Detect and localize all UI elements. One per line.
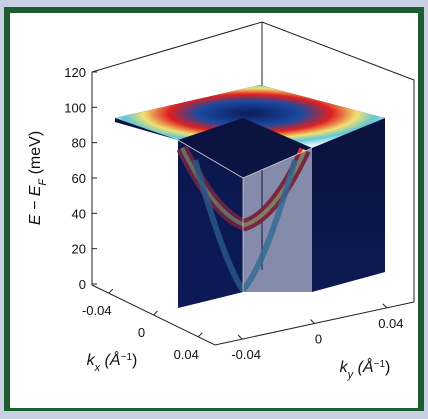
y-axis-label: E − EF (meV) bbox=[27, 131, 49, 225]
z-label-part: ) bbox=[385, 359, 390, 376]
x-label-part: k bbox=[87, 352, 96, 369]
y-tick-label: 40 bbox=[72, 206, 86, 221]
x-label-sup: −1 bbox=[121, 352, 133, 363]
z-label-part: k bbox=[340, 359, 349, 376]
z-tick-label: 0 bbox=[315, 332, 322, 347]
z-tick bbox=[237, 334, 243, 340]
x-axis-label: kx (Å−1) bbox=[87, 350, 138, 374]
x-tick bbox=[197, 332, 203, 338]
y-label-part: (meV) bbox=[27, 131, 44, 179]
y-label-part: E − E bbox=[27, 185, 44, 225]
x-tick-label: 0 bbox=[138, 325, 145, 340]
z-label-part: (Å bbox=[353, 357, 373, 376]
y-tick-label: 20 bbox=[72, 242, 86, 257]
x-label-part: (Å bbox=[100, 350, 120, 369]
x-tick bbox=[153, 310, 158, 316]
x-label-part: ) bbox=[132, 352, 137, 369]
z-label-sup: −1 bbox=[374, 359, 386, 370]
z-tick bbox=[382, 303, 388, 309]
z-tick-label: 0.04 bbox=[378, 316, 403, 331]
cube bbox=[115, 85, 385, 308]
x-tick bbox=[108, 288, 114, 294]
z-tick-label: -0.04 bbox=[231, 347, 261, 362]
y-label-sub: F bbox=[37, 178, 49, 186]
y-tick-label: 0 bbox=[79, 277, 86, 292]
y-tick-label: 120 bbox=[64, 65, 86, 80]
x-label-sub: x bbox=[94, 362, 101, 374]
y-tick-label: 100 bbox=[64, 100, 86, 115]
z-axis-label: ky (Å−1) bbox=[340, 357, 391, 381]
z-tick bbox=[310, 319, 315, 324]
x-tick-label: 0.04 bbox=[174, 347, 199, 362]
z-label-sub: y bbox=[347, 369, 355, 381]
y-tick-label: 60 bbox=[72, 171, 86, 186]
axes: 0 20 40 60 80 100 120 -0.04 0 0.04 -0.04 0 0.04 bbox=[64, 65, 403, 362]
y-tick-label: 80 bbox=[72, 136, 86, 151]
x-tick-label: -0.04 bbox=[82, 303, 112, 318]
